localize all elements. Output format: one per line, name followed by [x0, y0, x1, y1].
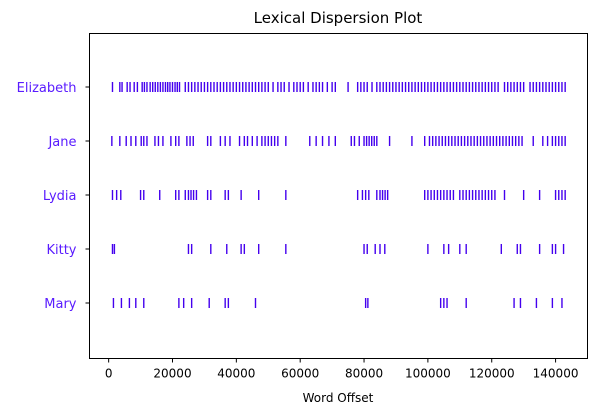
x-tick-label: 120000	[469, 367, 515, 381]
dispersion-marks	[111, 82, 566, 308]
x-tick-label: 0	[105, 367, 113, 381]
x-tick-label: 60000	[281, 367, 319, 381]
x-tick-label: 100000	[405, 367, 451, 381]
y-axis-ticks: Elizabeth Jane Lydia Kitty Mary	[17, 81, 90, 312]
x-tick-label: 40000	[217, 367, 255, 381]
chart-title: Lexical Dispersion Plot	[254, 9, 423, 27]
y-tick-label: Elizabeth	[17, 81, 77, 96]
x-tick-label: 140000	[533, 367, 579, 381]
y-tick-label: Jane	[47, 135, 76, 150]
x-tick-label: 80000	[345, 367, 383, 381]
x-axis-ticks: 0 20000 40000 60000 80000 100000 120000 140000	[105, 358, 579, 381]
x-axis-label: Word Offset	[303, 391, 374, 405]
plot-frame	[89, 33, 588, 359]
y-tick-label: Mary	[44, 297, 77, 312]
x-tick-label: 20000	[153, 367, 191, 381]
y-tick-label: Lydia	[43, 189, 77, 204]
y-tick-label: Kitty	[46, 243, 76, 258]
